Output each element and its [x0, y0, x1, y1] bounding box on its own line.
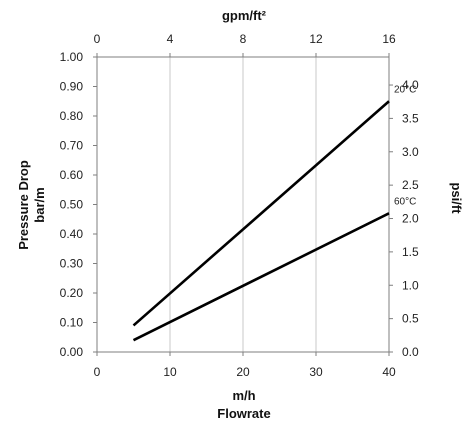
- series-line-20c: [132, 100, 390, 327]
- y-tick-label: 0.00: [60, 345, 84, 359]
- series-label: 20°C: [394, 84, 416, 95]
- x-axis-unit: m/h: [232, 388, 255, 403]
- y-tick-label: 0.80: [60, 109, 84, 123]
- x-tick-label: 30: [309, 365, 323, 379]
- y-tick-label: 0.40: [60, 227, 84, 241]
- right-axis-title: psi/ft: [449, 182, 464, 214]
- y-right-tick-label: 1.5: [402, 245, 419, 259]
- y-right-tick-label: 3.5: [402, 111, 419, 125]
- y-right-tick-label: 2.5: [402, 178, 419, 192]
- y-right-tick-label: 3.0: [402, 145, 419, 159]
- y-right-tick-label: 1.0: [402, 278, 419, 292]
- x-top-tick-label: 4: [167, 32, 174, 46]
- series-lines: 20°C 60°C: [132, 84, 416, 342]
- series-label: 60°C: [394, 196, 416, 207]
- x-tick-label: 20: [236, 365, 250, 379]
- y-tick-label: 0.30: [60, 257, 84, 271]
- x-tick-label: 10: [163, 365, 177, 379]
- gridlines: [169, 57, 317, 352]
- y-axis-title-line2: bar/m: [32, 187, 47, 222]
- x-top-tick-label: 0: [94, 32, 101, 46]
- x-top-tick-label: 12: [309, 32, 323, 46]
- series-line-60c: [132, 212, 390, 342]
- y-right-tick-label: 0.0: [402, 345, 419, 359]
- top-axis-title: gpm/ft²: [222, 8, 267, 23]
- tick-labels: 0 10 20 30 400 4 8 12 160.000.100.200.300.400.50…: [60, 32, 419, 379]
- y-right-tick-label: 2.0: [402, 212, 419, 226]
- y-tick-label: 0.70: [60, 139, 84, 153]
- y-right-tick-label: 4.0: [402, 78, 419, 92]
- y-tick-label: 0.60: [60, 168, 84, 182]
- x-top-tick-label: 8: [240, 32, 247, 46]
- y-tick-label: 0.50: [60, 198, 84, 212]
- y-tick-label: 1.00: [60, 50, 84, 64]
- y-right-tick-label: 0.5: [402, 312, 419, 326]
- x-tick-label: 40: [382, 365, 396, 379]
- y-tick-label: 0.90: [60, 80, 84, 94]
- x-top-tick-label: 16: [382, 32, 396, 46]
- y-axis-title-line1: Pressure Drop: [16, 160, 31, 250]
- y-tick-label: 0.20: [60, 286, 84, 300]
- y-tick-label: 0.10: [60, 316, 84, 330]
- x-tick-label: 0: [94, 365, 101, 379]
- x-axis-title: Flowrate: [217, 406, 270, 421]
